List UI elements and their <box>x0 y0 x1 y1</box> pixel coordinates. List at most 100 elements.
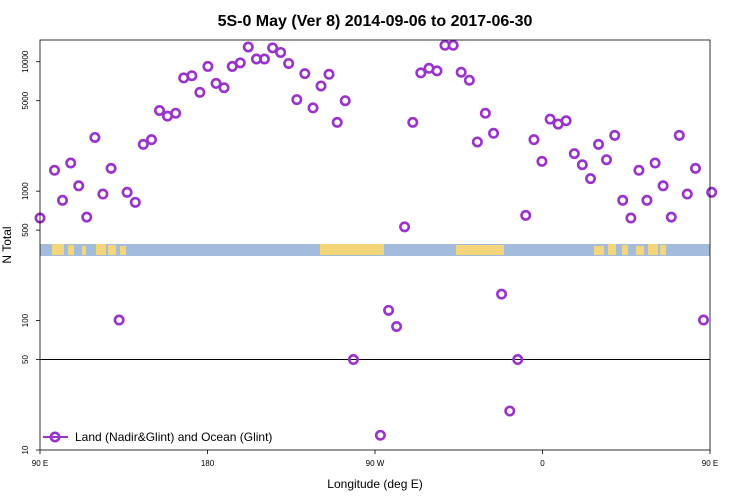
plot-frame <box>39 39 711 451</box>
x-tick-label: 90 W <box>366 459 385 468</box>
data-point <box>536 155 548 167</box>
data-point <box>121 186 133 198</box>
y-axis: 10 50 100 500 1000 5000 10000 <box>21 50 40 454</box>
world-band-land <box>320 244 384 255</box>
data-point <box>113 314 125 326</box>
data-point <box>331 116 343 128</box>
data-point <box>447 39 459 51</box>
world-band-land <box>622 245 628 255</box>
data-point <box>105 162 117 174</box>
data-point <box>544 113 556 125</box>
data-point <box>374 429 386 441</box>
data-point <box>706 186 718 198</box>
data-point <box>601 154 613 166</box>
world-band-land <box>608 244 616 255</box>
data-point <box>186 70 198 82</box>
data-point <box>496 288 508 300</box>
legend: Land (Nadir&Glint) and Ocean (Glint) <box>43 430 272 444</box>
data-point <box>697 314 709 326</box>
x-axis: 90 E 180 90 W 0 90 E <box>32 450 718 468</box>
y-tick-label: 10000 <box>21 50 30 73</box>
world-band-land <box>108 245 116 255</box>
world-band-land <box>594 246 604 255</box>
y-tick-label: 100 <box>21 313 30 327</box>
legend-marker-swatch <box>49 431 61 443</box>
data-point <box>649 157 661 169</box>
data-point <box>617 194 629 206</box>
data-point <box>383 304 395 316</box>
data-point <box>681 188 693 200</box>
data-point <box>291 94 303 106</box>
data-point <box>455 66 467 78</box>
data-point <box>339 95 351 107</box>
y-tick-label: 10 <box>21 445 30 454</box>
x-tick-label: 180 <box>201 459 215 468</box>
y-tick-label: 1000 <box>21 182 30 200</box>
data-point <box>399 221 411 233</box>
x-tick-label: 90 E <box>32 459 48 468</box>
data-point <box>218 82 230 94</box>
data-point <box>258 53 270 65</box>
world-band-land <box>82 246 86 255</box>
data-point <box>528 134 540 146</box>
data-point <box>625 212 637 224</box>
x-axis-label: Longitude (deg E) <box>327 477 422 491</box>
data-point <box>137 138 149 150</box>
data-point <box>471 136 483 148</box>
data-point <box>73 180 85 192</box>
y-tick-label: 5000 <box>21 91 30 109</box>
y-axis-label: N Total <box>0 226 14 263</box>
data-point <box>689 162 701 174</box>
data-point <box>323 68 335 80</box>
data-point <box>242 41 254 53</box>
world-band-land <box>456 245 504 255</box>
data-point <box>479 107 491 119</box>
data-point <box>504 405 516 417</box>
y-tick-label: 500 <box>21 223 30 237</box>
data-point <box>81 211 93 223</box>
data-point <box>463 74 475 86</box>
world-map-band <box>40 244 710 256</box>
x-tick-label: 90 E <box>702 459 718 468</box>
data-point <box>431 65 443 77</box>
data-point <box>65 157 77 169</box>
world-band-land <box>120 246 126 255</box>
data-point <box>89 131 101 143</box>
data-point <box>512 354 524 366</box>
data-point <box>283 57 295 69</box>
chart-title: 5S-0 May (Ver 8) 2014-09-06 to 2017-06-3… <box>218 13 533 30</box>
data-point <box>568 148 580 160</box>
data-point <box>488 127 500 139</box>
data-point <box>665 211 677 223</box>
data-point <box>129 196 141 208</box>
y-tick-label: 50 <box>21 355 30 364</box>
data-point <box>641 194 653 206</box>
data-point <box>407 116 419 128</box>
world-band-land <box>96 244 106 255</box>
data-point <box>97 188 109 200</box>
data-point <box>299 68 311 80</box>
data-point <box>520 209 532 221</box>
data-point <box>57 194 69 206</box>
data-point <box>657 180 669 192</box>
data-point <box>560 115 572 127</box>
data-point <box>202 60 214 72</box>
data-point <box>194 86 206 98</box>
data-point <box>49 164 61 176</box>
data-point <box>585 173 597 185</box>
world-band-land <box>68 245 74 255</box>
data-point <box>210 77 222 89</box>
data-point <box>576 159 588 171</box>
data-point <box>609 129 621 141</box>
data-point <box>234 57 246 69</box>
data-point <box>633 164 645 176</box>
world-band-land <box>648 244 658 255</box>
data-point <box>315 80 327 92</box>
data-point <box>593 138 605 150</box>
data-point <box>391 321 403 333</box>
data-point <box>415 67 427 79</box>
data-point <box>153 105 165 117</box>
world-band-land <box>660 245 666 255</box>
legend-label: Land (Nadir&Glint) and Ocean (Glint) <box>75 430 272 444</box>
